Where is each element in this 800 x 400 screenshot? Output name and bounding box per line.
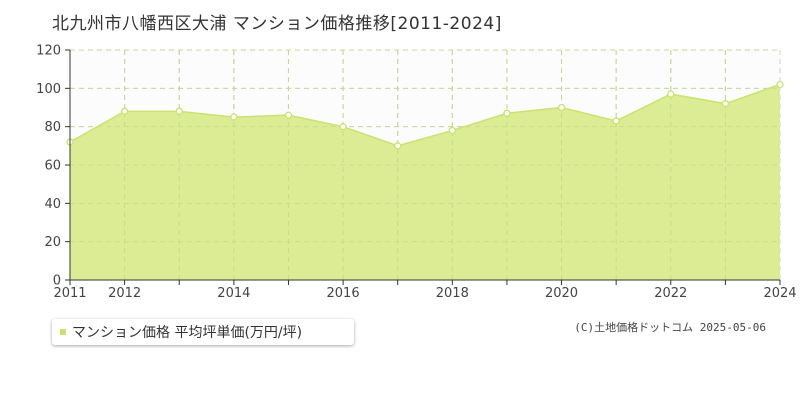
y-tick-label: 100 xyxy=(36,82,61,97)
data-point xyxy=(120,107,129,115)
x-tick-label: 2014 xyxy=(217,286,250,301)
x-tick-label: 2011 xyxy=(53,286,86,301)
data-point xyxy=(503,109,511,117)
data-point xyxy=(557,103,566,112)
data-point xyxy=(230,113,238,121)
y-tick-labels: 0 20 40 60 80 100 120 xyxy=(36,44,61,289)
chart-title: 北九州市八幡西区大浦 マンション価格推移[2011-2024] xyxy=(52,14,502,34)
data-point xyxy=(776,80,784,89)
x-tick-label: 2020 xyxy=(545,286,578,301)
legend-label: マンション価格 平均坪単価(万円/坪) xyxy=(72,325,303,341)
series-line xyxy=(69,83,781,147)
y-tick-label: 20 xyxy=(44,235,61,250)
series-area xyxy=(70,84,780,280)
x-tick-label: 2024 xyxy=(763,286,796,301)
data-point xyxy=(339,123,347,131)
y-tick-label: 40 xyxy=(44,197,61,212)
data-point xyxy=(284,111,293,119)
data-point xyxy=(448,126,456,135)
credit-text: (C)土地価格ドットコム 2025-05-06 xyxy=(574,321,766,334)
legend-swatch xyxy=(60,329,66,335)
data-point xyxy=(667,90,675,98)
y-tick-label: 120 xyxy=(36,44,61,59)
data-point xyxy=(721,100,730,108)
y-tick-label: 0 xyxy=(53,274,61,289)
data-point xyxy=(175,107,183,115)
x-tick-label: 2022 xyxy=(654,286,687,301)
data-point xyxy=(612,117,620,125)
y-tick-label: 80 xyxy=(44,120,61,135)
axes xyxy=(65,49,781,285)
x-tick-labels: 2011 2012 2014 2016 2018 2020 2022 2024 xyxy=(53,286,796,301)
data-point xyxy=(394,142,402,150)
grid-overlay xyxy=(70,49,780,280)
legend: マンション価格 平均坪単価(万円/坪) xyxy=(52,319,354,345)
data-points xyxy=(66,80,784,150)
x-tick-label: 2018 xyxy=(436,286,469,301)
x-tick-label: 2012 xyxy=(108,286,141,301)
y-tick-label: 60 xyxy=(44,159,61,174)
x-tick-label: 2016 xyxy=(327,286,360,301)
